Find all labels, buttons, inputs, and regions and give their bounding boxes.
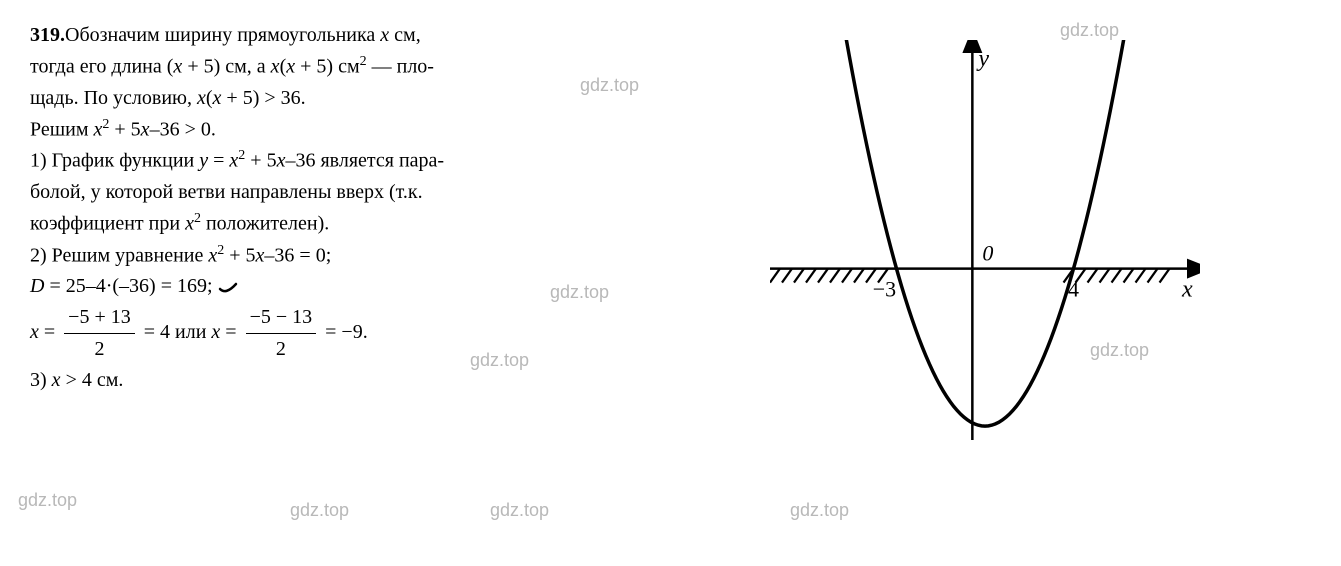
fraction-2: −5 − 132 xyxy=(246,302,317,365)
text: = xyxy=(39,321,60,343)
line-3: щадь. По условию, x(x + 5) > 36. xyxy=(30,83,730,114)
step-1-line-1: 1) График функции y = x2 + 5x–36 являетс… xyxy=(30,145,730,177)
frac-den: 2 xyxy=(64,334,135,365)
sq: 2 xyxy=(194,211,201,226)
text: = −9. xyxy=(320,321,368,343)
var-x: x xyxy=(197,87,206,109)
text: > 4 см. xyxy=(61,369,124,391)
text: щадь. По условию, xyxy=(30,87,197,109)
text: + 5) > 36. xyxy=(221,87,305,109)
text: График функции xyxy=(52,150,200,172)
text: положителен). xyxy=(201,213,329,235)
step-2-line-1: 2) Решим уравнение x2 + 5x–36 = 0; xyxy=(30,240,730,272)
frac-num: −5 − 13 xyxy=(246,302,317,334)
text: коэффициент при xyxy=(30,213,185,235)
frac-den: 2 xyxy=(246,334,317,365)
var-x: x xyxy=(380,24,389,46)
var-x: x xyxy=(271,56,280,78)
text: + 5) см, а xyxy=(182,56,270,78)
text: = xyxy=(220,321,241,343)
step-num: 1) xyxy=(30,150,52,172)
svg-text:x: x xyxy=(1181,277,1193,303)
var-y: y xyxy=(199,150,208,172)
problem-number: 319. xyxy=(30,24,65,46)
watermark: gdz.top xyxy=(18,490,77,511)
text: + 5) см xyxy=(295,56,359,78)
text: + 5 xyxy=(109,118,140,140)
step-1-line-3: коэффициент при x2 положителен). xyxy=(30,208,730,240)
step-2-roots: x = −5 + 132 = 4 или x = −5 − 132 = −9. xyxy=(30,302,730,365)
svg-text:−3: −3 xyxy=(873,277,896,302)
text: Решим xyxy=(30,118,94,140)
text: тогда его длина ( xyxy=(30,56,173,78)
text: ( xyxy=(206,87,213,109)
fraction-1: −5 + 132 xyxy=(64,302,135,365)
checkmark-icon xyxy=(218,281,238,295)
svg-text:y: y xyxy=(976,46,989,72)
text: — пло- xyxy=(367,56,434,78)
svg-text:0: 0 xyxy=(982,241,993,266)
line-1: 319.Обозначим ширину прямоугольника x см… xyxy=(30,20,730,51)
step-2-disc: D = 25–4·(–36) = 169; xyxy=(30,271,730,302)
sq: 2 xyxy=(360,54,367,69)
parabola-graph: 0 y x −3 4 xyxy=(770,40,1200,440)
text: = 4 или xyxy=(139,321,212,343)
text: = xyxy=(208,150,229,172)
var-x: x xyxy=(173,56,182,78)
line-4: Решим x2 + 5x–36 > 0. xyxy=(30,114,730,146)
var-x: x xyxy=(208,244,217,266)
text-column: 319.Обозначим ширину прямоугольника x см… xyxy=(30,20,730,440)
svg-text:4: 4 xyxy=(1068,277,1079,302)
text: Решим уравнение xyxy=(52,244,209,266)
watermark: gdz.top xyxy=(490,500,549,521)
text: –36 > 0. xyxy=(150,118,216,140)
text: –36 является пара- xyxy=(285,150,444,172)
var-x: x xyxy=(141,118,150,140)
watermark: gdz.top xyxy=(290,500,349,521)
var-x: x xyxy=(211,321,220,343)
text: + 5 xyxy=(224,244,255,266)
graph-column: 0 y x −3 4 xyxy=(770,20,1200,440)
page-container: 319.Обозначим ширину прямоугольника x см… xyxy=(30,20,1311,440)
text: + 5 xyxy=(245,150,276,172)
text: Обозначим ширину прямоугольника xyxy=(65,24,380,46)
step-3: 3) x > 4 см. xyxy=(30,365,730,396)
watermark: gdz.top xyxy=(790,500,849,521)
var-x: x xyxy=(52,369,61,391)
var-x: x xyxy=(30,321,39,343)
var-x: x xyxy=(286,56,295,78)
text: = 25–4·(–36) = 169; xyxy=(44,275,212,297)
var-x: x xyxy=(229,150,238,172)
frac-num: −5 + 13 xyxy=(64,302,135,334)
line-2: тогда его длина (x + 5) см, а x(x + 5) с… xyxy=(30,51,730,83)
step-1-line-2: болой, у которой ветви направлены вверх … xyxy=(30,177,730,208)
var-x: x xyxy=(185,213,194,235)
step-num: 2) xyxy=(30,244,52,266)
step-num: 3) xyxy=(30,369,52,391)
text: –36 = 0; xyxy=(264,244,331,266)
text: см, xyxy=(389,24,421,46)
var-d: D xyxy=(30,275,44,297)
